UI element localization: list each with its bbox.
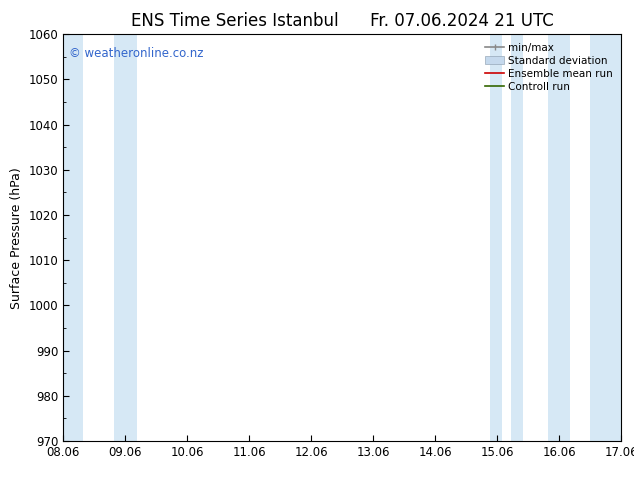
Bar	[490, 34, 501, 441]
Bar	[114, 34, 136, 441]
Y-axis label: Surface Pressure (hPa): Surface Pressure (hPa)	[10, 167, 23, 309]
Bar	[548, 34, 571, 441]
Bar	[590, 34, 634, 441]
Text: © weatheronline.co.nz: © weatheronline.co.nz	[69, 47, 204, 59]
Bar	[32, 34, 83, 441]
Title: ENS Time Series Istanbul      Fr. 07.06.2024 21 UTC: ENS Time Series Istanbul Fr. 07.06.2024 …	[131, 12, 553, 30]
Bar	[511, 34, 524, 441]
Legend: min/max, Standard deviation, Ensemble mean run, Controll run: min/max, Standard deviation, Ensemble me…	[482, 40, 616, 95]
